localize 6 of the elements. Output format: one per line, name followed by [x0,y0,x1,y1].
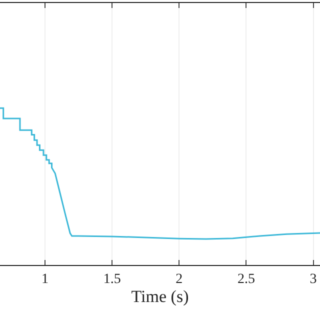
x-tick-label: 3 [310,272,317,287]
x-tick-label: 2 [176,272,183,287]
x-tick-label: 2.5 [237,272,255,287]
x-tick-label: 1.5 [103,272,121,287]
x-axis-title: Time (s) [131,287,189,306]
x-tick-label: 1 [42,272,49,287]
